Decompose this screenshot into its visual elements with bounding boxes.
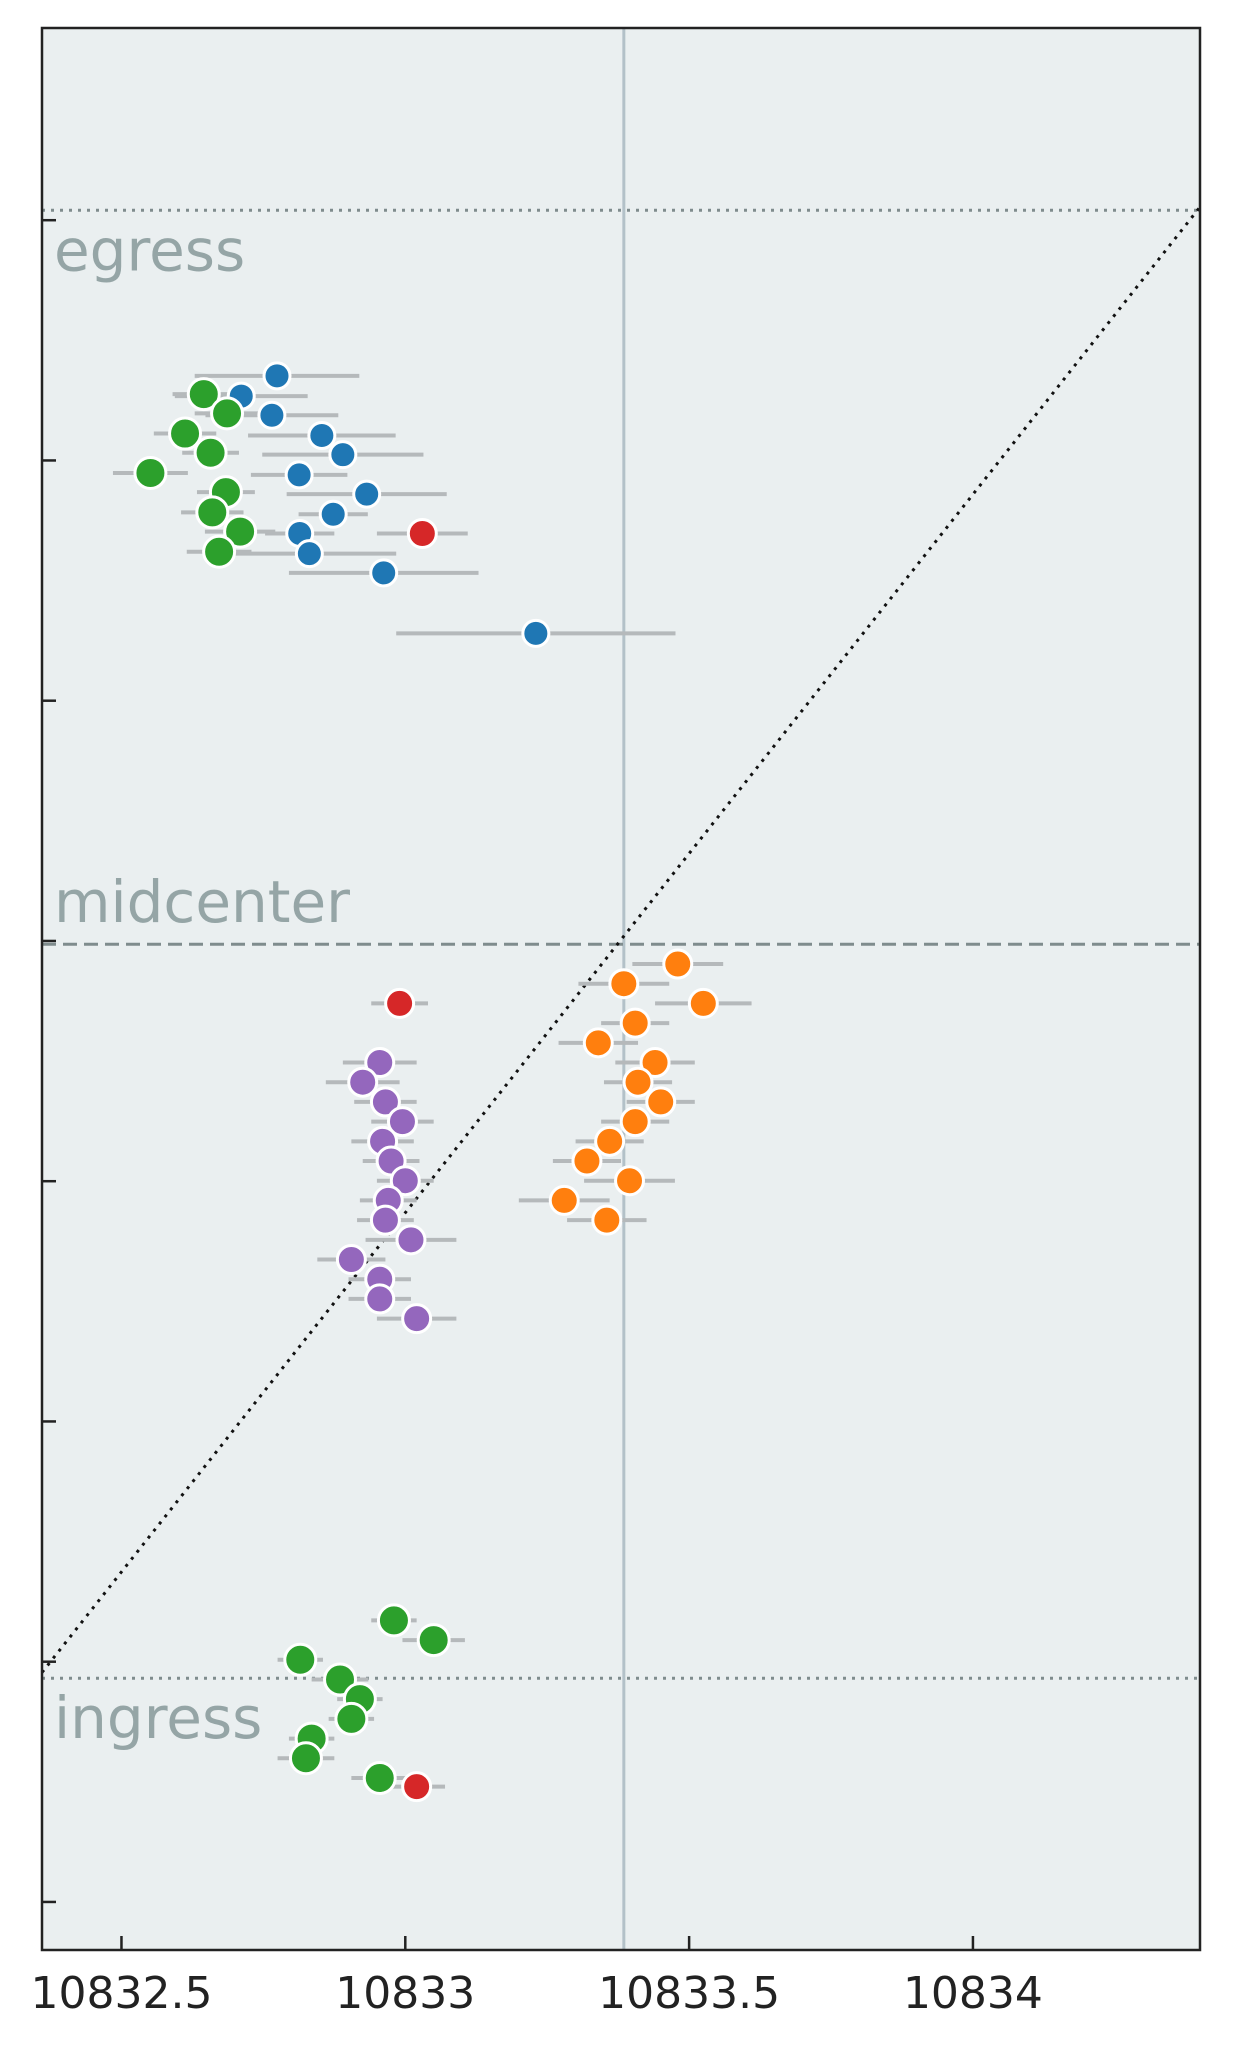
data-point xyxy=(406,517,438,549)
data-point xyxy=(582,1027,614,1059)
data-point xyxy=(645,1086,677,1118)
x-tick-labels: 10832.5 10833 10833.5 10834 xyxy=(30,1968,1042,2019)
data-point xyxy=(369,1086,401,1118)
data-point xyxy=(210,396,245,431)
data-point xyxy=(386,1106,418,1138)
data-point xyxy=(307,420,337,450)
data-point xyxy=(294,539,324,569)
data-point xyxy=(376,1603,411,1638)
data-point xyxy=(193,435,228,470)
data-point xyxy=(347,1066,379,1098)
data-point xyxy=(548,1184,580,1216)
data-point xyxy=(284,460,314,490)
data-point xyxy=(257,400,287,430)
data-point xyxy=(288,1741,323,1776)
data-point xyxy=(521,618,551,648)
x-axis-ticks xyxy=(120,1936,975,1950)
data-point xyxy=(362,1760,397,1795)
data-point xyxy=(323,1662,358,1697)
data-point xyxy=(619,1007,651,1039)
egress-label: egress xyxy=(54,216,245,284)
x-tick-label: 10833.5 xyxy=(598,1968,780,2019)
x-tick-label: 10834 xyxy=(903,1968,1043,2019)
data-point xyxy=(687,987,719,1019)
data-point xyxy=(608,968,640,1000)
data-point xyxy=(223,514,258,549)
data-point xyxy=(639,1047,671,1079)
data-point xyxy=(168,416,203,451)
data-point xyxy=(591,1204,623,1236)
data-point xyxy=(662,948,694,980)
data-point xyxy=(395,1224,427,1256)
data-point xyxy=(401,1771,433,1803)
data-point xyxy=(335,1244,367,1276)
data-point xyxy=(352,479,382,509)
annotation-labels: egress midcenter ingress xyxy=(54,216,350,1752)
data-point xyxy=(195,495,230,530)
x-tick-label: 10833 xyxy=(335,1968,475,2019)
data-point xyxy=(133,455,168,490)
data-point xyxy=(571,1145,603,1177)
data-point xyxy=(186,377,221,412)
data-point xyxy=(384,987,416,1019)
y-axis-ticks xyxy=(42,218,56,1904)
data-point xyxy=(594,1125,626,1157)
data-point xyxy=(334,1701,369,1736)
data-point xyxy=(328,440,358,470)
data-point xyxy=(389,1165,421,1197)
data-point xyxy=(283,1642,318,1677)
data-point xyxy=(416,1623,451,1658)
data-point xyxy=(364,1283,396,1315)
midcenter-label: midcenter xyxy=(54,868,350,936)
data-points xyxy=(133,361,719,1803)
data-point xyxy=(614,1165,646,1197)
data-point xyxy=(262,361,292,391)
data-point xyxy=(622,1066,654,1098)
data-point xyxy=(401,1303,433,1335)
ingress-label: ingress xyxy=(54,1684,262,1752)
data-point xyxy=(619,1106,651,1138)
data-point xyxy=(318,499,348,529)
data-point xyxy=(369,558,399,588)
data-point xyxy=(202,534,237,569)
plot-frame xyxy=(40,26,1202,1952)
x-tick-label: 10832.5 xyxy=(30,1968,212,2019)
data-point xyxy=(364,1047,396,1079)
data-point xyxy=(369,1204,401,1236)
